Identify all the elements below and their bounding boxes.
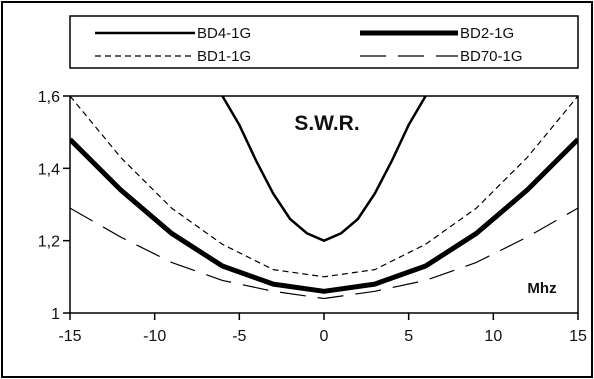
y-tick-label: 1 (51, 306, 60, 323)
chart-title: S.W.R. (294, 112, 359, 135)
series-line-0 (221, 96, 427, 242)
y-tick-label: 1,6 (38, 89, 60, 106)
legend-label-1: BD2-1G (460, 25, 514, 42)
x-tick-label: 0 (320, 328, 329, 345)
axis-layer: -15 -10 -5 0 5 10 15 1 1,2 1,4 1,6 (38, 89, 587, 345)
legend-label-2: BD1-1G (197, 48, 251, 65)
x-tick-label: 5 (404, 328, 413, 345)
legend-box (69, 15, 579, 69)
legend: BD4-1G BD2-1G BD1-1G BD70-1G (95, 25, 523, 65)
x-tick-label: -5 (232, 328, 246, 345)
x-tick-label: -15 (58, 328, 81, 345)
x-tick-label: 10 (484, 328, 502, 345)
legend-label-0: BD4-1G (197, 25, 251, 42)
x-axis-unit-label: Mhz (527, 280, 556, 297)
series-layer (70, 96, 578, 300)
series-line-2 (70, 96, 578, 278)
legend-label-3: BD70-1G (460, 48, 523, 65)
x-tick-label: -10 (143, 328, 166, 345)
series-line-3 (70, 207, 578, 300)
y-tick-label: 1,4 (38, 161, 60, 178)
x-tick-label: 15 (569, 328, 587, 345)
series-line-1 (70, 137, 578, 294)
y-tick-label: 1,2 (38, 234, 60, 251)
